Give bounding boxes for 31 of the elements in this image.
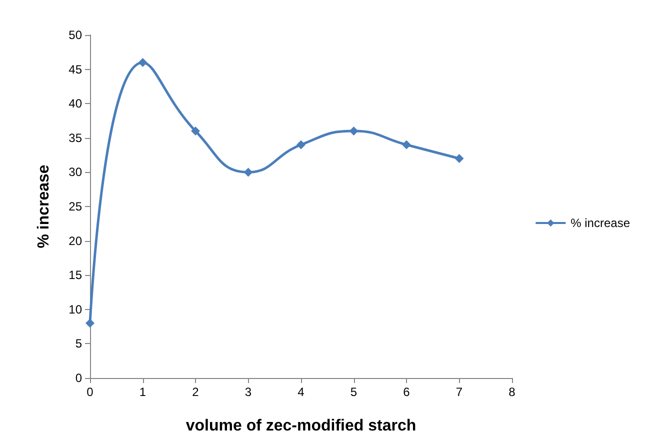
x-tick-label: 2 (192, 385, 200, 399)
x-tick-label: 0 (86, 385, 94, 399)
point (454, 154, 464, 163)
x-tick-label: 6 (403, 385, 410, 399)
x-tick-label: 7 (456, 385, 463, 399)
x-axis-title: volume of zec-modified starch (186, 418, 416, 434)
y-axis-title: % increase (36, 164, 52, 248)
x-tick-label: 3 (244, 385, 252, 399)
y-tick-label: 45 (68, 62, 82, 76)
point (191, 126, 200, 136)
y-tick-label: 20 (68, 234, 82, 248)
point (402, 140, 411, 150)
point (138, 58, 148, 67)
x-tick-label: 5 (350, 385, 358, 399)
point (244, 168, 253, 177)
legend-label: % increase (570, 216, 630, 230)
y-tick-label: 30 (68, 165, 82, 180)
point (86, 318, 94, 328)
y-tick-label: 40 (68, 96, 82, 111)
y-tick-label: 15 (68, 268, 82, 282)
point (349, 126, 358, 136)
x-tick-label: 1 (139, 385, 146, 399)
y-tick-label: 35 (68, 130, 82, 145)
y-tick-label: 5 (75, 336, 82, 351)
y-tick-label: 25 (68, 200, 82, 214)
y-tick-label: 0 (75, 371, 82, 385)
x-tick-label: 4 (298, 385, 305, 399)
x-tick-label: 8 (508, 385, 516, 399)
y-tick-label: 50 (68, 28, 82, 42)
y-tick-label: 10 (68, 302, 82, 316)
point (296, 140, 306, 150)
